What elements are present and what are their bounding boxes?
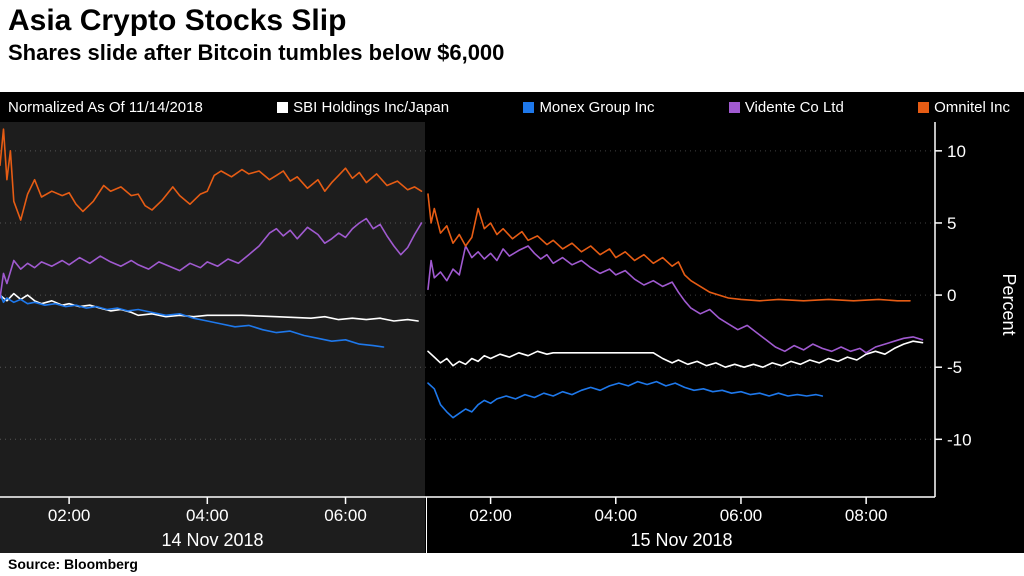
legend-label-monex-group: Monex Group Inc (539, 98, 655, 116)
legend-label-omnitel: Omnitel Inc (934, 98, 1010, 116)
legend-item-omnitel: Omnitel Inc (918, 99, 1010, 116)
y-tick-label-5: 5 (947, 214, 956, 233)
x-tick-label-day2-08:00: 08:00 (845, 506, 888, 525)
sbi-holdings-swatch-icon (277, 101, 289, 113)
y-tick-label-0: 0 (947, 286, 956, 305)
x-tick-label-day1-06:00: 06:00 (324, 506, 367, 525)
monex-group-swatch-icon (523, 101, 535, 113)
legend-item-vidente: Vidente Co Ltd (728, 98, 844, 116)
series-line-sbi-holdings-inc-japan-day1 (0, 292, 419, 322)
series-line-vidente-co-ltd-day1 (0, 217, 423, 299)
chart-title: Asia Crypto Stocks Slip (8, 4, 347, 37)
series-line-omnitel-inc-day1 (0, 128, 423, 221)
panel-bg-day1 (0, 122, 425, 553)
x-tick-label-day2-02:00: 02:00 (469, 506, 512, 525)
x-tick-label-day1-02:00: 02:00 (48, 506, 91, 525)
chart-subtitle: Shares slide after Bitcoin tumbles below… (8, 40, 505, 65)
legend-label-vidente: Vidente Co Ltd (744, 98, 844, 116)
y-tick-label--5: -5 (947, 358, 962, 377)
x-tick-label-day2-04:00: 04:00 (595, 506, 638, 525)
date-label-day1: 14 Nov 2018 (161, 530, 263, 550)
series-line-vidente-co-ltd-day2 (427, 245, 924, 354)
panel-bg-day2 (428, 122, 935, 553)
series-line-sbi-holdings-inc-japan-day2 (427, 340, 924, 368)
chart-canvas: 02:00 04:00 06:00 14 Nov 2018 02:00 04:00 06:0… (0, 122, 1024, 553)
chart-legend: Normalized As Of 11/14/2018 SBI Holdings… (0, 92, 1024, 122)
x-tick-label-day2-06:00: 06:00 (720, 506, 763, 525)
source-attribution: Source: Bloomberg (8, 556, 138, 572)
series-line-monex-group-inc-day2 (427, 380, 824, 419)
series-line-omnitel-inc-day2 (427, 193, 911, 302)
y-axis-title: Percent (999, 273, 1019, 335)
x-tick-label-day1-04:00: 04:00 (186, 506, 229, 525)
chart-footer: Source: Bloomberg (0, 553, 1024, 576)
legend-item-sbi-holdings: SBI Holdings Inc/Japan (277, 99, 449, 116)
y-tick-label--10: -10 (947, 430, 972, 449)
date-label-day2: 15 Nov 2018 (630, 530, 732, 550)
chart-header: Asia Crypto Stocks Slip Shares slide aft… (0, 0, 1024, 92)
omnitel-swatch-icon (918, 101, 930, 113)
vidente-swatch-icon (728, 101, 740, 113)
legend-note: Normalized As Of 11/14/2018 (8, 98, 203, 116)
y-tick-label-10: 10 (947, 142, 966, 161)
series-line-monex-group-inc-day1 (0, 292, 385, 348)
legend-item-monex-group: Monex Group Inc (523, 98, 655, 116)
legend-label-sbi-holdings: SBI Holdings Inc/Japan (293, 98, 450, 116)
